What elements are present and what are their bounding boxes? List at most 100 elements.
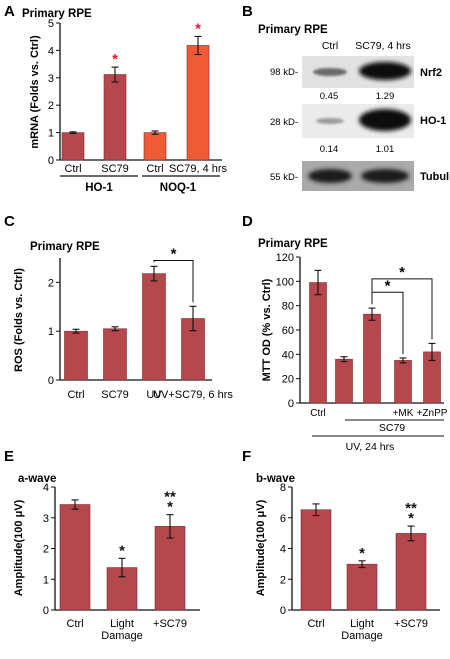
chart-c-ros: 0 1 2 ROS (Folds vs. Ctrl) Ctrl SC79 UVUV+SC79… <box>13 245 233 401</box>
chart-e-significance-mark: * <box>167 499 173 516</box>
panel-c-title: Primary RPE <box>30 241 100 253</box>
chart-a-category-label: Ctrl <box>146 163 163 175</box>
chart-f-category-label: Light <box>350 618 374 630</box>
chart-d-ytick-label: 40 <box>282 349 294 361</box>
chart-f-ytick-label: 2 <box>280 574 286 586</box>
blot-protein-tubulin: Tubulin <box>420 171 450 183</box>
blot-lane-sc79: SC79, 4 hrs <box>355 40 410 52</box>
panel-letter-c: C <box>4 213 15 230</box>
chart-d-bar <box>394 360 412 404</box>
chart-a-bar <box>103 74 127 161</box>
chart-d-category-label: Ctrl <box>310 408 326 419</box>
chart-a-category-label: SC79 <box>101 163 129 175</box>
chart-c-bar <box>64 330 88 381</box>
blot-protein-ho1: HO-1 <box>420 115 446 127</box>
chart-f-ytick-label: 4 <box>280 544 286 556</box>
chart-f-ytick-label: 0 <box>280 605 286 617</box>
chart-a-bar <box>61 132 85 161</box>
chart-a-category-label: Ctrl <box>64 163 81 175</box>
panel-d-title: Primary RPE <box>258 238 328 250</box>
chart-d-mtt: 0 20 40 60 80 100 120 MTT OD (% vs. Ctrl) Ctrl +M… <box>261 252 448 419</box>
chart-c-ytick-label: 0 <box>48 375 54 387</box>
chart-f-significance-mark: * <box>408 510 414 527</box>
chart-a-ytick-label: 2 <box>48 100 54 112</box>
chart-d-ytick-label: 60 <box>282 325 294 337</box>
chart-c-bar <box>103 328 127 381</box>
chart-c-significance-bracket <box>153 259 194 303</box>
chart-e-ytick-label: 4 <box>43 482 49 494</box>
chart-f-category-label: Damage <box>341 630 383 642</box>
blot-band-tubulin-ctrl <box>308 169 352 183</box>
panel-letter-f: F <box>242 448 251 465</box>
group-label-ho1: HO-1 <box>85 182 113 194</box>
blot-mw-nrf2: 98 kD- <box>270 67 298 78</box>
chart-f-ytick-label: 8 <box>280 482 286 494</box>
chart-d-bar <box>309 282 327 404</box>
chart-e-category-label: Damage <box>101 630 143 642</box>
chart-a-mrna: 0 1 2 3 4 5 mRNA (Folds vs. Ctrl) Ctrl * SC79 Ctrl… <box>29 18 228 175</box>
chart-e-ytick-label: 1 <box>43 574 49 586</box>
chart-f-category-label: +SC79 <box>394 618 428 630</box>
chart-d-bracket-mark: * <box>385 277 391 294</box>
chart-d-ytick-label: 120 <box>276 252 294 264</box>
chart-d-ylabel: MTT OD (% vs. Ctrl) <box>261 278 273 381</box>
sc79-sub-label: SC79 <box>379 422 405 434</box>
chart-f-significance-mark: ** <box>405 500 417 517</box>
chart-a-category-label: SC79, 4 hrs <box>169 163 228 175</box>
chart-c-category-label: SC79 <box>101 389 129 401</box>
chart-f-ylabel: Amplitude(100 μV) <box>255 499 267 596</box>
blot-band-ho1-ctrl <box>316 118 344 124</box>
chart-f-bar <box>395 533 427 611</box>
chart-e-bar <box>59 504 91 611</box>
group-label-noq1: NOQ-1 <box>160 182 197 194</box>
chart-a-bar <box>143 132 167 161</box>
chart-a-ytick-label: 5 <box>48 18 54 30</box>
chart-c-bar <box>142 273 166 381</box>
chart-e-ylabel: Amplitude(100 μV) <box>13 499 25 596</box>
chart-d-ytick-label: 20 <box>282 374 294 386</box>
chart-d-ytick-label: 100 <box>276 276 294 288</box>
chart-c-category-label: UV <box>146 389 162 401</box>
blot-mw-tubulin: 55 kD- <box>270 172 298 183</box>
chart-e-category-label: Ctrl <box>66 618 83 630</box>
western-blot: Ctrl SC79, 4 hrs 98 kD- Nrf2 0.45 1.29 2… <box>270 40 450 191</box>
blot-quant-nrf2-sc79: 1.29 <box>376 91 395 102</box>
chart-d-category-label: +ZnPP <box>417 408 448 419</box>
panel-f-title: b-wave <box>256 473 295 485</box>
panel-e-title: a-wave <box>18 473 56 485</box>
panel-letter-a: A <box>4 3 15 20</box>
chart-c-category-label: Ctrl <box>67 389 84 401</box>
chart-d-bar <box>335 358 353 404</box>
chart-e-ytick-label: 0 <box>43 605 49 617</box>
blot-protein-nrf2: Nrf2 <box>420 67 442 79</box>
blot-quant-nrf2-ctrl: 0.45 <box>320 91 339 102</box>
chart-d-ytick-label: 0 <box>288 398 294 410</box>
blot-quant-ho1-sc79: 1.01 <box>376 144 395 155</box>
chart-d-bracket-mark: * <box>399 264 405 281</box>
panel-a-title: Primary RPE <box>22 8 92 20</box>
chart-f-bar <box>346 563 378 611</box>
chart-a-ytick-label: 1 <box>48 128 54 140</box>
chart-a-ytick-label: 3 <box>48 73 54 85</box>
blot-quant-ho1-ctrl: 0.14 <box>320 144 339 155</box>
chart-c-ytick-label: 2 <box>48 277 54 289</box>
panel-letter-d: D <box>242 213 253 230</box>
chart-d-category-label: +MK <box>393 408 414 419</box>
chart-a-bar <box>186 45 210 161</box>
blot-band-nrf2-sc79 <box>359 62 411 80</box>
chart-f-category-label: Ctrl <box>307 618 324 630</box>
blot-band-nrf2-ctrl <box>313 68 347 76</box>
chart-c-category-label: UV+SC79, 6 hrs <box>153 389 233 401</box>
chart-e-significance-mark: ** <box>164 489 176 506</box>
panel-b-title: Primary RPE <box>258 24 328 36</box>
chart-f-ytick-label: 6 <box>280 513 286 525</box>
chart-c-ylabel: ROS (Folds vs. Ctrl) <box>13 268 25 372</box>
blot-lane-ctrl: Ctrl <box>322 40 338 52</box>
chart-e-category-label: +SC79 <box>153 618 187 630</box>
blot-band-tubulin-sc79 <box>361 169 409 183</box>
uv-sub-label: UV, 24 hrs <box>346 441 395 453</box>
chart-f-significance-mark: * <box>359 545 365 562</box>
